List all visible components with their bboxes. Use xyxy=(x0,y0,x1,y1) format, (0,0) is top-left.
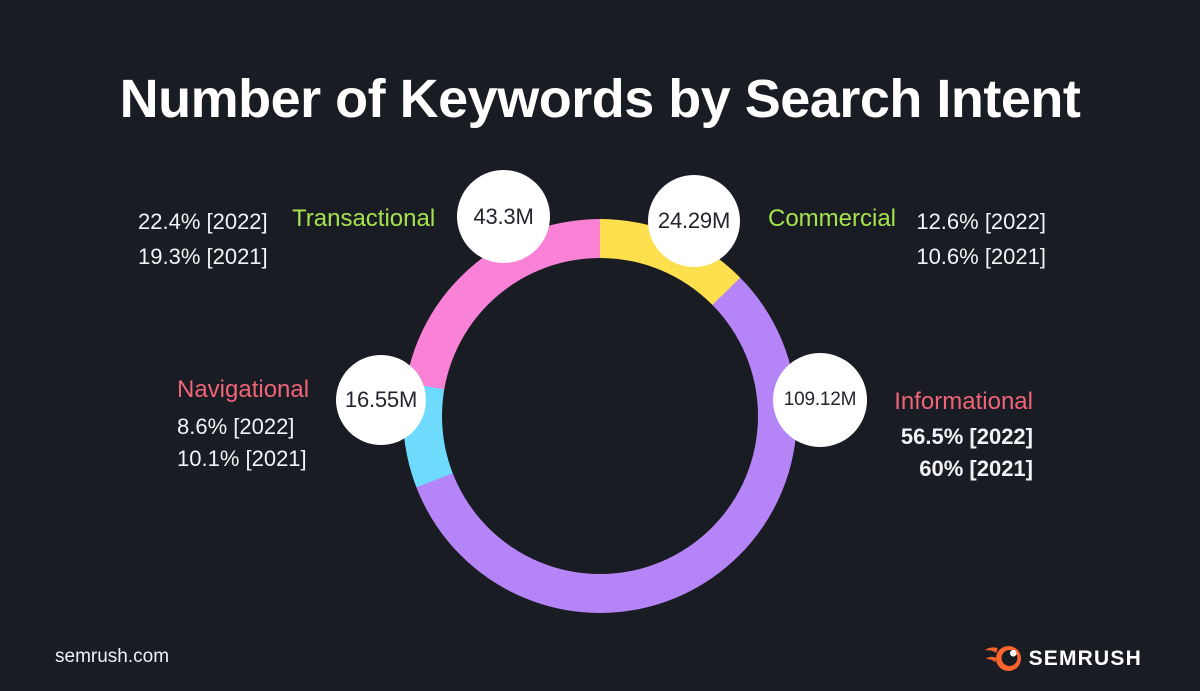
label-informational: Informational xyxy=(894,388,1033,415)
transactional-percentages: 22.4% [2022] 19.3% [2021] xyxy=(138,204,268,274)
bubble-informational-value: 109.12M xyxy=(783,389,857,410)
transactional-pct-2022: 22.4% [2022] xyxy=(138,209,268,234)
commercial-percentages: 12.6% [2022] 10.6% [2021] xyxy=(916,204,1046,274)
semrush-logo-text: SEMRUSH xyxy=(1028,646,1142,670)
bubble-commercial-value: 24.29M xyxy=(657,208,731,233)
bubble-informational: 109.12M xyxy=(773,353,867,447)
donut-chart xyxy=(403,219,797,613)
transactional-pct-2021: 19.3% [2021] xyxy=(138,244,268,269)
navigational-pct-2021: 10.1% [2021] xyxy=(177,446,307,471)
semrush-logo-icon xyxy=(984,646,1021,671)
commercial-pct-2022: 12.6% [2022] xyxy=(916,209,1046,234)
bubble-commercial: 24.29M xyxy=(648,175,740,267)
informational-pct-2022: 56.5% [2022] xyxy=(900,424,1033,449)
label-commercial: Commercial xyxy=(768,205,897,232)
bubble-transactional-value: 43.3M xyxy=(473,203,534,229)
label-navigational: Navigational xyxy=(177,376,310,403)
informational-pct-2021: 60% [2021] xyxy=(919,456,1033,481)
label-transactional: Transactional xyxy=(292,205,436,232)
page-title: Number of Keywords by Search Intent xyxy=(119,69,1081,129)
website-url: semrush.com xyxy=(55,646,170,667)
commercial-pct-2021: 10.6% [2021] xyxy=(916,244,1046,269)
navigational-pct-2022: 8.6% [2022] xyxy=(177,414,295,439)
bubble-navigational: 16.55M xyxy=(336,355,426,445)
bubble-navigational-value: 16.55M xyxy=(344,387,418,412)
semrush-logo: SEMRUSH xyxy=(984,642,1142,675)
bubble-transactional: 43.3M xyxy=(457,170,550,263)
